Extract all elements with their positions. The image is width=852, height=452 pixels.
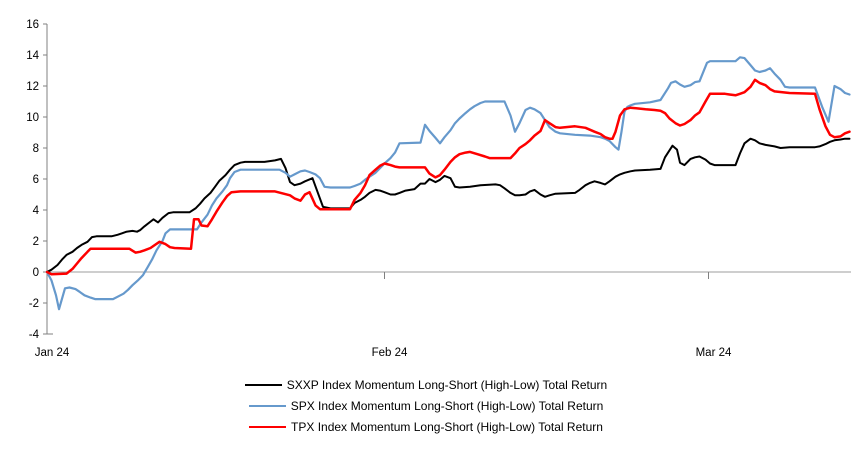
x-tick-label: Feb 24 <box>372 347 408 359</box>
legend-label-sxxp: SXXP Index Momentum Long-Short (High-Low… <box>286 378 608 392</box>
legend-item-spx: SPX Index Momentum Long-Short (High-Low)… <box>248 396 604 416</box>
y-tick-label: 0 <box>33 267 39 279</box>
y-tick-label: 8 <box>33 143 39 155</box>
tpx-line-swatch <box>249 426 287 428</box>
series-line-tpx <box>45 78 851 276</box>
legend-item-tpx: TPX Index Momentum Long-Short (High-Low)… <box>249 417 603 437</box>
y-tick-label: -4 <box>29 329 40 341</box>
y-tick-label: 14 <box>26 50 39 62</box>
x-tick-label: Jan 24 <box>35 347 70 359</box>
y-tick-label: 12 <box>26 81 39 93</box>
series-line-spx <box>45 56 851 311</box>
y-tick-label: 4 <box>33 205 40 217</box>
y-tick-label: 16 <box>26 19 39 31</box>
sxxp-line-swatch <box>244 384 282 386</box>
legend-label-spx: SPX Index Momentum Long-Short (High-Low)… <box>290 399 604 413</box>
y-tick-label: -2 <box>29 298 39 310</box>
momentum-line-chart: 16 14 12 10 8 6 4 2 0 -2 -4 Jan 24 Feb 24 Mar 24 <box>26 19 851 359</box>
y-tick-label: 6 <box>33 174 39 186</box>
spx-line-swatch <box>248 405 286 407</box>
y-tick-label: 10 <box>26 112 39 124</box>
y-tick-label: 2 <box>33 236 39 248</box>
chart-legend: SXXP Index Momentum Long-Short (High-Low… <box>0 375 852 437</box>
series-line-sxxp <box>46 137 851 273</box>
legend-label-tpx: TPX Index Momentum Long-Short (High-Low)… <box>291 420 603 434</box>
x-tick-label: Mar 24 <box>696 347 732 359</box>
legend-item-sxxp: SXXP Index Momentum Long-Short (High-Low… <box>244 375 608 395</box>
